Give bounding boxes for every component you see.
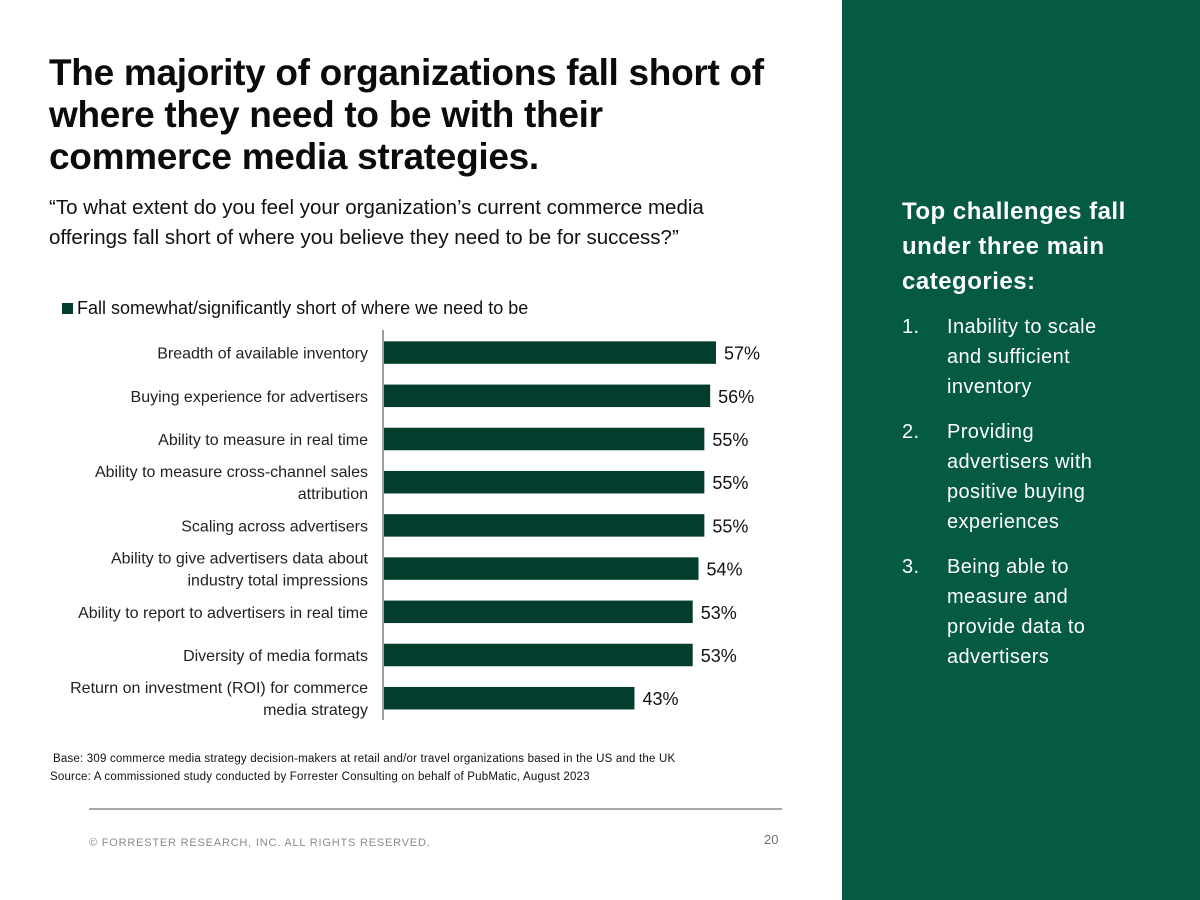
- category-label: Ability to report to advertisers in real…: [78, 605, 368, 622]
- value-label: 57%: [724, 344, 760, 364]
- challenge-number: 3.: [902, 556, 920, 578]
- challenge-number: 2.: [902, 421, 920, 443]
- challenge-text: Inability to scale and sufficient invent…: [947, 316, 1097, 398]
- slide-title: The majority of organizations fall short…: [49, 52, 764, 177]
- copyright-text: © FORRESTER RESEARCH, INC. ALL RIGHTS RE…: [89, 837, 431, 849]
- value-label: 54%: [707, 560, 743, 580]
- category-label: Ability to give advertisers data about in…: [111, 551, 369, 590]
- bar-1: [384, 341, 716, 364]
- bar-3: [384, 427, 705, 451]
- bar-chart: 57% Breadth of available inventory 56% Buyi…: [70, 330, 760, 720]
- challenges-list: 1. Inability to scale and sufficient inv…: [902, 312, 1182, 687]
- bar-7: [384, 600, 693, 624]
- base-footnote: Base: 309 commerce media strategy decisi…: [53, 753, 676, 765]
- challenge-number: 1.: [902, 316, 920, 338]
- value-label: 56%: [718, 387, 754, 407]
- challenge-item: 1. Inability to scale and sufficient inv…: [902, 312, 1182, 402]
- category-label: Scaling across advertisers: [181, 518, 368, 535]
- panel-heading: Top challenges fall under three main cat…: [902, 198, 1126, 295]
- value-label: 43%: [642, 689, 678, 709]
- category-label: Ability to measure cross-channel sales at…: [95, 464, 368, 503]
- bar-9: [384, 686, 635, 710]
- bar-2: [384, 384, 711, 408]
- challenges-panel: Top challenges fall under three main cat…: [842, 0, 1200, 900]
- challenge-item: 2. Providing advertisers with positive b…: [902, 417, 1182, 537]
- challenge-item: 3. Being able to measure and provide dat…: [902, 552, 1182, 672]
- value-label: 53%: [701, 646, 737, 666]
- bar-5: [384, 514, 705, 537]
- category-label: Ability to measure in real time: [158, 432, 368, 449]
- challenge-text: Providing advertisers with positive buyi…: [947, 421, 1093, 533]
- category-label: Diversity of media formats: [183, 648, 368, 665]
- bar-4: [384, 470, 705, 494]
- source-footnote: Source: A commissioned study conducted b…: [50, 771, 590, 783]
- chart-legend: Fall somewhat/significantly short of whe…: [62, 298, 528, 319]
- bar-6: [384, 557, 699, 580]
- category-label: Breadth of available inventory: [157, 346, 368, 363]
- category-label: Return on investment (ROI) for commerce m…: [70, 680, 368, 719]
- value-label: 55%: [712, 473, 748, 493]
- value-label: 55%: [712, 516, 748, 536]
- value-label: 53%: [701, 603, 737, 623]
- survey-question: “To what extent do you feel your organiz…: [49, 196, 704, 249]
- value-label: 55%: [712, 430, 748, 450]
- legend-label: Fall somewhat/significantly short of whe…: [77, 298, 529, 318]
- bar-8: [384, 643, 693, 667]
- legend-swatch: [62, 303, 73, 314]
- challenge-text: Being able to measure and provide data t…: [947, 556, 1086, 668]
- footer-divider: [89, 808, 782, 810]
- page-number: 20: [764, 832, 779, 847]
- category-label: Buying experience for advertisers: [131, 389, 368, 406]
